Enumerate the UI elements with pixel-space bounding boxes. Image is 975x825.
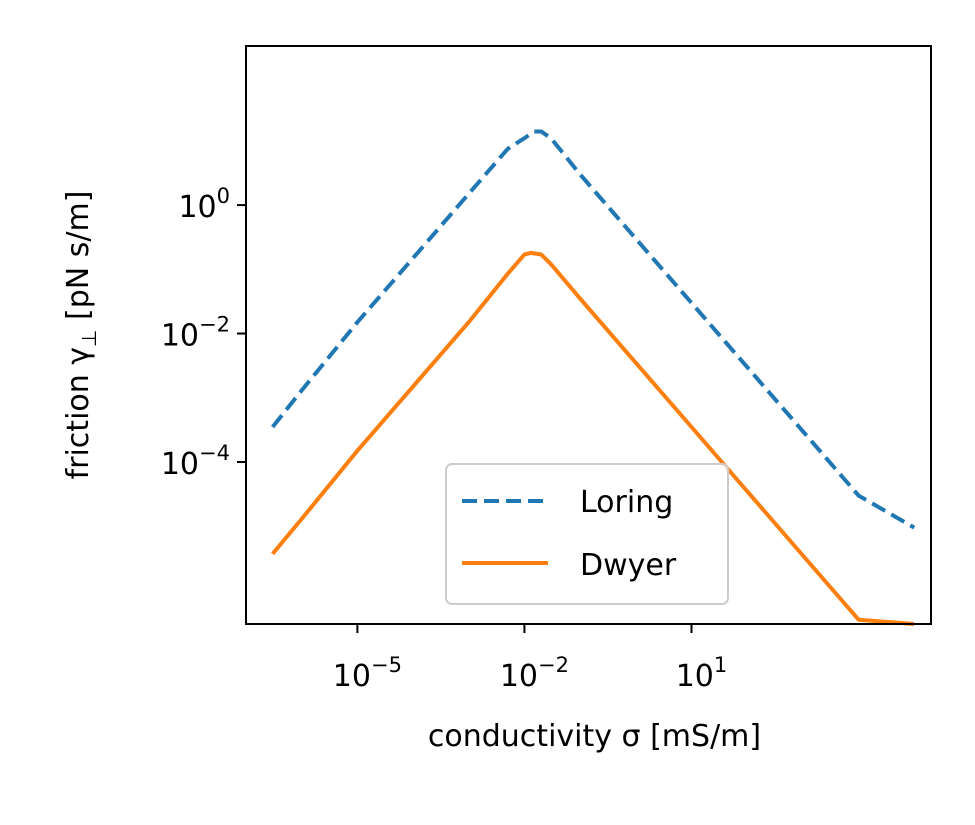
y-tick-label: 10−4: [161, 441, 230, 482]
x-tick-label: 10−2: [500, 653, 569, 694]
x-axis-label: conductivity σ [mS/m]: [428, 719, 761, 754]
y-axis-ticks: 10−4 10−2 100: [161, 184, 246, 482]
series-line-loring: [271, 129, 916, 530]
plot-area: [271, 129, 916, 626]
axes-frame: [245, 45, 932, 625]
y-axis-label-subscript: ⊥: [77, 330, 101, 347]
series-line-dwyer: [271, 250, 915, 626]
legend-label-loring: Loring: [580, 485, 673, 520]
y-tick-label: 10−2: [161, 313, 230, 354]
y-axis-label-suffix: [pN s/m]: [61, 191, 96, 330]
y-axis-label-prefix: friction γ: [61, 347, 96, 479]
y-tick-label: 100: [178, 184, 230, 225]
x-axis-ticks: 10−5 10−2 101: [333, 624, 727, 694]
x-tick-label: 10−5: [333, 653, 402, 694]
legend-label-dwyer: Dwyer: [580, 548, 677, 583]
y-axis-label: friction γ⊥ [pN s/m]: [61, 191, 101, 480]
x-tick-label: 101: [676, 653, 728, 694]
legend: Loring Dwyer: [445, 463, 729, 605]
